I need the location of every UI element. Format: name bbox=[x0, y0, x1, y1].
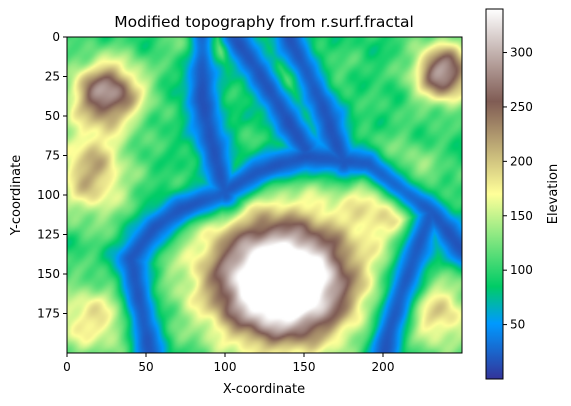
colorbar-tick-label: 300 bbox=[510, 46, 533, 60]
y-tick-label: 25 bbox=[45, 70, 60, 84]
colorbar-label: Elevation bbox=[546, 164, 561, 224]
x-tick-label: 50 bbox=[138, 360, 153, 374]
x-axis-label: X-coordinate bbox=[223, 382, 305, 397]
y-tick-label: 175 bbox=[37, 307, 60, 321]
chart-title: Modified topography from r.surf.fractal bbox=[114, 13, 414, 31]
colorbar-tick-label: 250 bbox=[510, 100, 533, 114]
y-tick-label: 150 bbox=[37, 267, 60, 281]
y-tick-label: 100 bbox=[37, 188, 60, 202]
colorbar: 50 100 150 200 250 300 bbox=[485, 8, 533, 380]
y-axis-label: Y-coordinate bbox=[9, 155, 24, 236]
x-tick-label: 150 bbox=[293, 360, 316, 374]
y-axis: 0 25 50 75 100 125 150 175 bbox=[37, 30, 67, 321]
colorbar-tick-label: 200 bbox=[510, 154, 533, 168]
colorbar-gradient bbox=[486, 9, 503, 379]
y-tick-label: 0 bbox=[52, 30, 60, 44]
x-tick-label: 0 bbox=[63, 360, 71, 374]
x-axis: 0 50 100 150 200 bbox=[63, 353, 394, 374]
y-tick-label: 50 bbox=[45, 109, 60, 123]
y-tick-label: 125 bbox=[37, 228, 60, 242]
colorbar-tick-label: 50 bbox=[510, 318, 525, 332]
colorbar-frame bbox=[485, 8, 504, 380]
colorbar-tick-label: 100 bbox=[510, 263, 533, 277]
x-tick-label: 100 bbox=[214, 360, 237, 374]
x-tick-label: 200 bbox=[372, 360, 395, 374]
plot-area bbox=[66, 36, 463, 354]
colorbar-ticks: 50 100 150 200 250 300 bbox=[503, 46, 533, 332]
y-tick-label: 75 bbox=[45, 149, 60, 163]
colorbar-tick-label: 150 bbox=[510, 209, 533, 223]
heatmap-image bbox=[67, 37, 462, 353]
